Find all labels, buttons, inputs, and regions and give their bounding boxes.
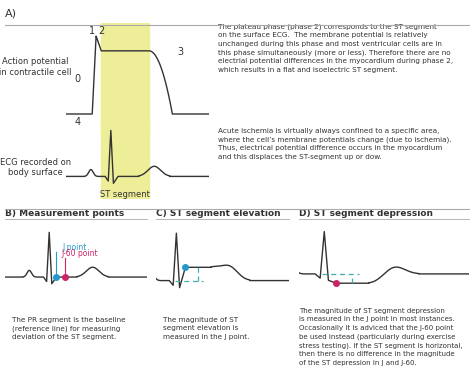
- Text: A): A): [5, 9, 17, 19]
- Text: 3: 3: [178, 47, 183, 57]
- Text: C) ST segment elevation: C) ST segment elevation: [156, 208, 281, 218]
- Text: J-60 point: J-60 point: [61, 249, 98, 258]
- Text: D) ST segment depression: D) ST segment depression: [299, 208, 433, 218]
- Text: J point: J point: [62, 243, 87, 252]
- Bar: [101, 23, 149, 133]
- Text: The magnitude of ST segment depression
is measured in the J point in most instan: The magnitude of ST segment depression i…: [299, 308, 463, 366]
- Text: The plateau phase (phase 2) corresponds to the ST segment
on the surface ECG.  T: The plateau phase (phase 2) corresponds …: [218, 23, 453, 73]
- Text: ECG recorded on
body surface: ECG recorded on body surface: [0, 158, 71, 178]
- Text: B) Measurement points: B) Measurement points: [5, 208, 124, 218]
- Text: 2: 2: [98, 26, 104, 36]
- Text: The PR segment is the baseline
(reference line) for measuring
deviation of the S: The PR segment is the baseline (referenc…: [11, 317, 125, 340]
- Text: ST segment: ST segment: [100, 190, 150, 199]
- Text: Acute ischemia is virtually always confined to a specific area,
where the cell’s: Acute ischemia is virtually always confi…: [218, 128, 452, 160]
- Text: Action potential
in contractile cell: Action potential in contractile cell: [0, 57, 72, 77]
- Text: 0: 0: [75, 74, 81, 84]
- Bar: [101, 121, 149, 199]
- Text: 4: 4: [75, 117, 81, 127]
- Text: The magnitude of ST
segment elevation is
measured in the J point.: The magnitude of ST segment elevation is…: [163, 317, 249, 339]
- Text: 1: 1: [89, 26, 95, 36]
